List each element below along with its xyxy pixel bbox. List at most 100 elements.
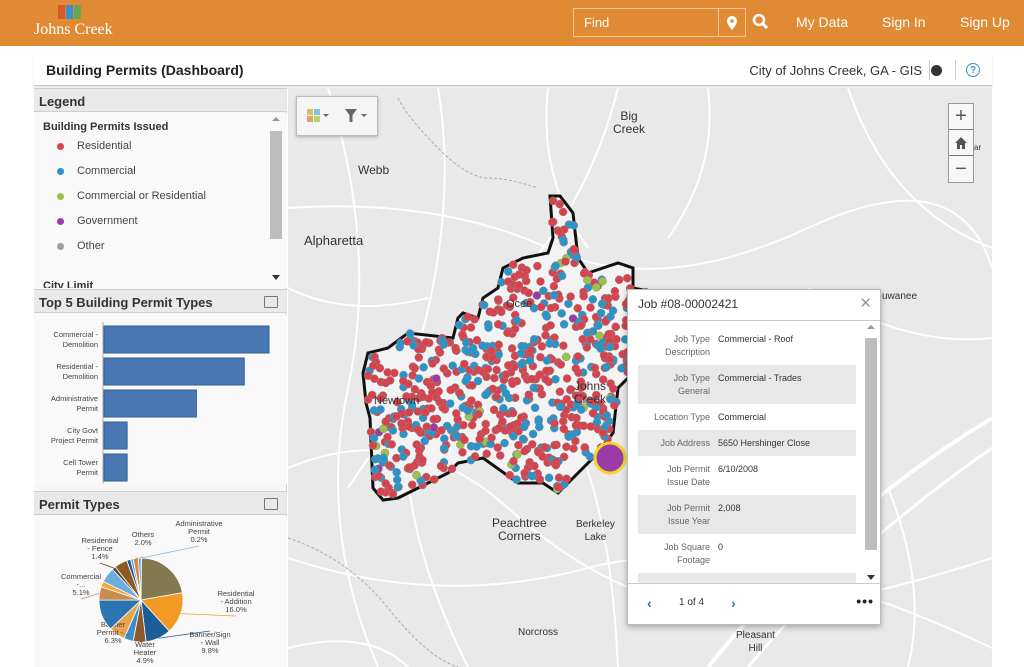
permit-point[interactable] bbox=[550, 440, 559, 450]
permit-point[interactable] bbox=[392, 475, 402, 485]
permit-point[interactable] bbox=[516, 349, 526, 358]
permit-point[interactable] bbox=[463, 406, 473, 415]
permit-point[interactable] bbox=[569, 245, 579, 254]
permit-point[interactable] bbox=[542, 366, 551, 376]
permit-point[interactable] bbox=[514, 280, 524, 290]
permit-point[interactable] bbox=[606, 312, 615, 321]
permit-point[interactable] bbox=[468, 381, 477, 390]
permit-point[interactable] bbox=[436, 461, 446, 471]
permit-point[interactable] bbox=[562, 442, 571, 452]
permit-point[interactable] bbox=[463, 312, 473, 322]
permit-point[interactable] bbox=[505, 470, 515, 480]
permit-point[interactable] bbox=[545, 339, 554, 348]
permit-point[interactable] bbox=[579, 421, 589, 431]
permit-point[interactable] bbox=[452, 432, 461, 441]
permit-point[interactable] bbox=[557, 271, 567, 281]
permit-point[interactable] bbox=[524, 288, 533, 298]
permit-point[interactable] bbox=[610, 401, 619, 410]
permit-point[interactable] bbox=[596, 308, 606, 318]
permit-point[interactable] bbox=[414, 374, 424, 383]
permit-point[interactable] bbox=[470, 452, 480, 461]
permit-point[interactable] bbox=[598, 375, 608, 384]
nav-sign-up[interactable]: Sign Up bbox=[960, 14, 1010, 30]
permit-point[interactable] bbox=[461, 338, 471, 347]
permit-point[interactable] bbox=[503, 267, 513, 276]
permit-point[interactable] bbox=[512, 475, 521, 484]
permit-point[interactable] bbox=[447, 464, 457, 474]
permit-point[interactable] bbox=[571, 391, 581, 400]
permit-point[interactable] bbox=[582, 343, 592, 352]
permit-point[interactable] bbox=[410, 364, 420, 373]
permit-point[interactable] bbox=[517, 341, 526, 351]
permit-point[interactable] bbox=[559, 452, 569, 462]
permit-point[interactable] bbox=[472, 442, 481, 451]
permit-point[interactable] bbox=[598, 428, 608, 438]
permit-point[interactable] bbox=[473, 376, 483, 386]
permit-point[interactable] bbox=[504, 277, 513, 286]
permit-point[interactable] bbox=[429, 415, 439, 424]
permit-point[interactable] bbox=[429, 475, 439, 484]
permit-point[interactable] bbox=[367, 390, 377, 400]
permit-point[interactable] bbox=[524, 390, 534, 399]
bar[interactable] bbox=[103, 421, 128, 450]
permit-point[interactable] bbox=[566, 385, 575, 394]
permit-point[interactable] bbox=[535, 370, 545, 379]
permit-point[interactable] bbox=[376, 393, 386, 403]
permit-point[interactable] bbox=[393, 482, 403, 492]
permit-point[interactable] bbox=[459, 420, 468, 430]
zoom-in-button[interactable]: + bbox=[949, 104, 973, 130]
permit-point[interactable] bbox=[569, 221, 578, 230]
scroll-up-icon[interactable] bbox=[867, 325, 875, 329]
search-icon[interactable] bbox=[752, 13, 770, 31]
permit-point[interactable] bbox=[597, 299, 607, 309]
permit-point[interactable] bbox=[529, 383, 539, 393]
permit-point[interactable] bbox=[509, 456, 518, 466]
permit-point[interactable] bbox=[535, 475, 545, 484]
permit-point[interactable] bbox=[493, 443, 502, 452]
permit-point[interactable] bbox=[535, 422, 544, 432]
permit-point[interactable] bbox=[446, 385, 455, 395]
permit-point[interactable] bbox=[420, 436, 430, 446]
permit-point[interactable] bbox=[588, 295, 598, 304]
permit-point[interactable] bbox=[610, 286, 620, 296]
permit-point[interactable] bbox=[519, 422, 529, 432]
permit-point[interactable] bbox=[573, 304, 583, 313]
permit-point[interactable] bbox=[494, 424, 503, 433]
permit-point[interactable] bbox=[368, 441, 378, 450]
permit-point[interactable] bbox=[504, 361, 513, 370]
permit-point[interactable] bbox=[383, 432, 392, 442]
permit-point[interactable] bbox=[445, 399, 455, 408]
permit-point[interactable] bbox=[379, 453, 388, 463]
permit-point[interactable] bbox=[381, 479, 390, 488]
permit-point[interactable] bbox=[572, 400, 582, 409]
permit-point[interactable] bbox=[583, 275, 592, 285]
permit-point[interactable] bbox=[489, 405, 499, 415]
permit-point[interactable] bbox=[468, 343, 478, 353]
permit-point[interactable] bbox=[492, 365, 501, 375]
permit-point[interactable] bbox=[537, 342, 547, 351]
permit-point[interactable] bbox=[554, 473, 564, 482]
permit-point[interactable] bbox=[538, 452, 547, 461]
permit-point[interactable] bbox=[397, 419, 406, 428]
permit-point[interactable] bbox=[428, 387, 437, 397]
permit-point[interactable] bbox=[554, 226, 563, 236]
legend-scrollbar[interactable] bbox=[270, 113, 282, 288]
permit-point[interactable] bbox=[419, 363, 428, 372]
permit-point[interactable] bbox=[458, 448, 467, 457]
permit-point[interactable] bbox=[566, 292, 575, 301]
pie-slice[interactable] bbox=[137, 557, 142, 601]
permit-point[interactable] bbox=[540, 442, 549, 452]
permit-point[interactable] bbox=[381, 417, 390, 426]
permit-point[interactable] bbox=[403, 337, 412, 346]
permit-point[interactable] bbox=[467, 396, 476, 405]
popup-scrollbar[interactable] bbox=[865, 321, 877, 583]
scroll-up-icon[interactable] bbox=[272, 117, 280, 121]
permit-point[interactable] bbox=[556, 360, 566, 369]
permit-point[interactable] bbox=[467, 420, 477, 430]
home-button[interactable] bbox=[949, 130, 973, 156]
permit-point[interactable] bbox=[392, 412, 401, 421]
permit-point[interactable] bbox=[508, 379, 517, 388]
permit-point[interactable] bbox=[561, 352, 571, 362]
permit-point[interactable] bbox=[572, 253, 581, 262]
permit-point[interactable] bbox=[421, 408, 430, 417]
